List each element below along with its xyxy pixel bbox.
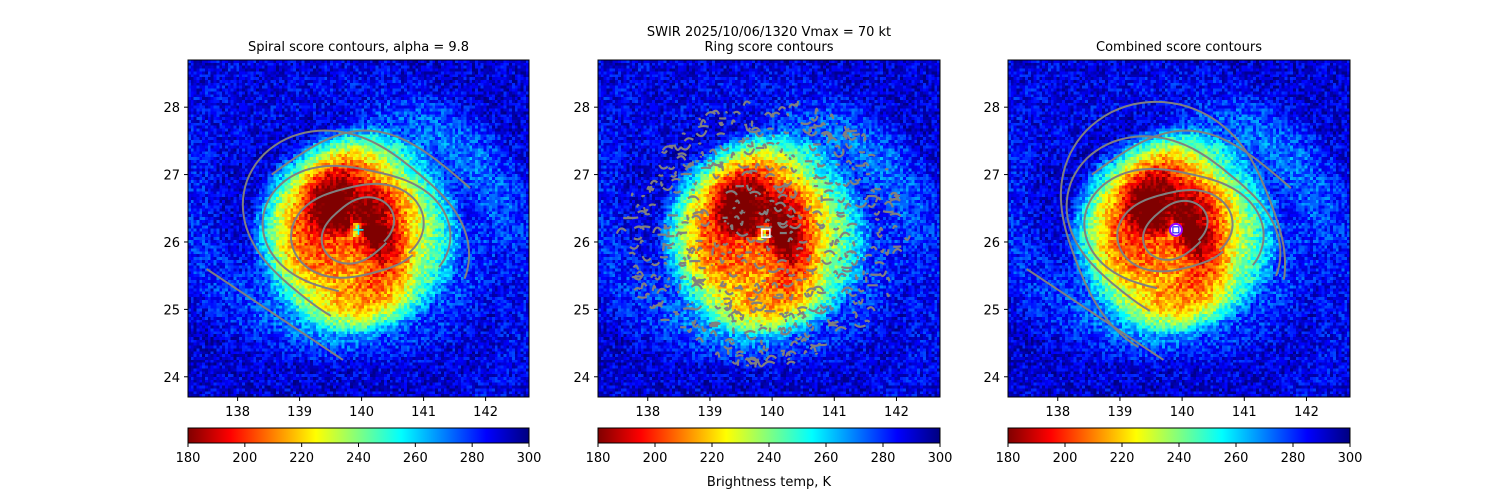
contour-line <box>261 164 452 293</box>
colorbar-tick-label: 220 <box>1110 451 1135 466</box>
axes-frame <box>187 59 530 398</box>
x-tick-label: 140 <box>349 405 374 420</box>
score-contours <box>615 100 911 368</box>
y-tick-label: 24 <box>573 371 590 386</box>
y-tick-label: 28 <box>983 101 1000 116</box>
y-tick-label: 27 <box>573 169 590 184</box>
center-cross-marker <box>353 224 364 235</box>
colorbar-tick-label: 220 <box>700 451 725 466</box>
outer-spiral-arm <box>206 268 344 361</box>
colorbar-tick-label: 200 <box>643 451 668 466</box>
colorbar-tick-label: 200 <box>1053 451 1078 466</box>
contour-line <box>1059 100 1286 348</box>
axes-frame <box>597 59 941 398</box>
x-tick-label: 139 <box>287 405 312 420</box>
colorbar-tick-label: 180 <box>176 451 201 466</box>
center-circle-marker <box>1168 222 1183 237</box>
y-tick-label: 25 <box>163 303 180 318</box>
ring-contour-cluster <box>615 100 911 368</box>
x-tick-label: 142 <box>884 405 909 420</box>
score-contours <box>206 129 471 361</box>
y-tick-label: 28 <box>573 101 590 116</box>
colorbar-tick-label: 240 <box>346 451 371 466</box>
x-tick-label: 139 <box>1108 405 1133 420</box>
colorbar-tick-label: 280 <box>871 451 896 466</box>
colorbar-tick-label: 200 <box>232 451 257 466</box>
x-tick-label: 141 <box>1232 405 1257 420</box>
colorbar-tick-label: 240 <box>1167 451 1192 466</box>
outer-spiral-arm <box>1026 268 1165 361</box>
outer-spiral-arm <box>1091 129 1292 189</box>
contour-line <box>241 129 471 317</box>
y-tick-label: 25 <box>573 303 590 318</box>
panel-3: Combined score contours 138 139 140 141 142 24… <box>983 40 1362 466</box>
x-tick-label: 140 <box>760 405 785 420</box>
panel-title: Spiral score contours, alpha = 9.8 <box>248 40 469 55</box>
y-tick-label: 26 <box>163 236 180 251</box>
panel-title: Ring score contours <box>704 40 833 55</box>
contour-line <box>1065 135 1282 312</box>
y-tick-label: 28 <box>163 101 180 116</box>
colorbar <box>1007 427 1351 444</box>
y-tick-label: 26 <box>573 236 590 251</box>
y-tick-label: 24 <box>983 371 1000 386</box>
colorbar-label: Brightness temp, K <box>707 475 832 490</box>
y-tick-label: 26 <box>983 236 1000 251</box>
panel-2: Ring score contours 138 139 140 141 142 24 25 26… <box>573 40 952 466</box>
figure-suptitle: SWIR 2025/10/06/1320 Vmax = 70 kt <box>647 25 891 40</box>
x-tick-label: 139 <box>698 405 723 420</box>
y-tick-label: 27 <box>983 169 1000 184</box>
center-square-marker <box>1172 226 1180 234</box>
x-tick-label: 138 <box>635 405 660 420</box>
colorbar-tick-label: 180 <box>586 451 611 466</box>
colorbar-tick-label: 260 <box>403 451 428 466</box>
y-tick-label: 25 <box>983 303 1000 318</box>
colorbar-tick-label: 260 <box>1224 451 1249 466</box>
x-tick-label: 141 <box>822 405 847 420</box>
colorbar-tick-label: 300 <box>1338 451 1363 466</box>
panel-title: Combined score contours <box>1096 40 1262 55</box>
x-tick-label: 141 <box>411 405 436 420</box>
score-contours <box>1026 100 1292 361</box>
colorbar-tick-label: 220 <box>289 451 314 466</box>
colorbar-tick-label: 280 <box>1281 451 1306 466</box>
contour-line <box>1116 189 1234 273</box>
x-tick-label: 140 <box>1170 405 1195 420</box>
contour-line <box>1083 167 1265 290</box>
axes-frame <box>1007 59 1351 398</box>
colorbar <box>187 427 530 444</box>
colorbar <box>597 427 941 444</box>
contour-line <box>320 196 396 265</box>
x-tick-label: 138 <box>225 405 250 420</box>
colorbar-tick-label: 300 <box>928 451 953 466</box>
panel-1: Spiral score contours, alpha = 9.8 138 139… <box>163 40 541 466</box>
center-square-marker <box>761 228 771 238</box>
colorbar-tick-label: 280 <box>460 451 485 466</box>
colorbar-tick-label: 300 <box>517 451 542 466</box>
y-tick-label: 27 <box>163 169 180 184</box>
contour-line <box>290 182 425 279</box>
colorbar-tick-label: 260 <box>814 451 839 466</box>
x-tick-label: 142 <box>473 405 498 420</box>
colorbar-tick-label: 240 <box>757 451 782 466</box>
x-tick-label: 138 <box>1045 405 1070 420</box>
x-tick-label: 142 <box>1294 405 1319 420</box>
y-tick-label: 24 <box>163 371 180 386</box>
outer-spiral-arm <box>271 129 471 189</box>
colorbar-tick-label: 180 <box>996 451 1021 466</box>
contour-line <box>1142 199 1209 261</box>
